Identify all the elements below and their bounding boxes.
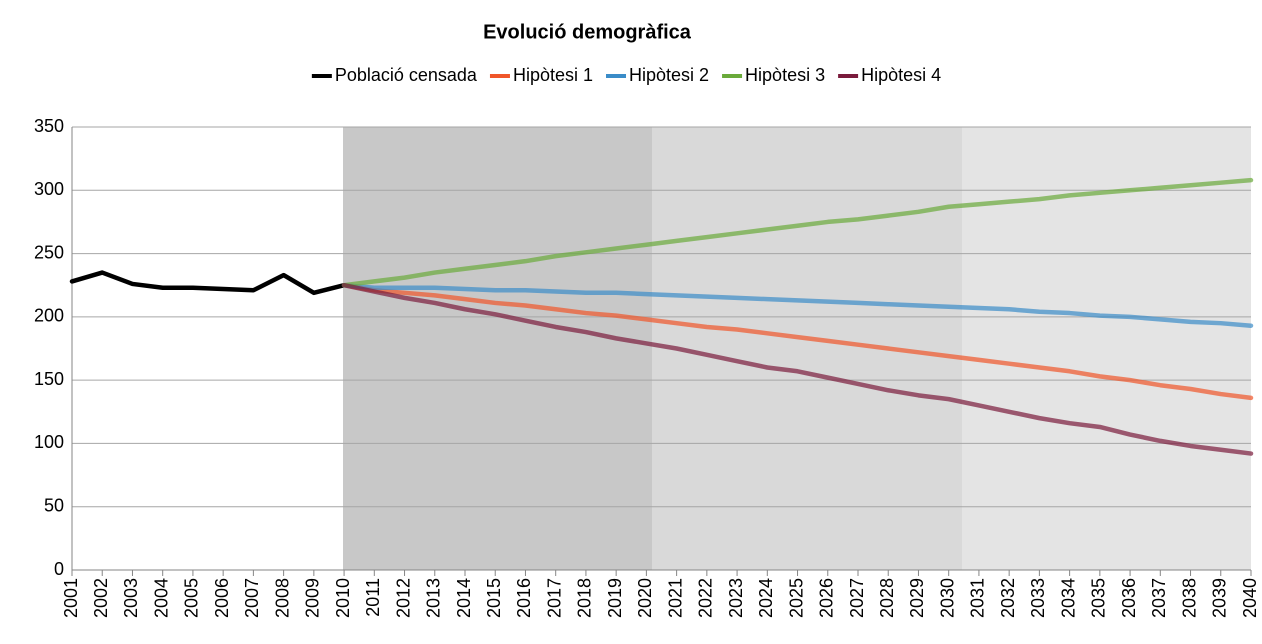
- series-line: [341, 282, 1254, 456]
- series-line: [341, 177, 1254, 288]
- period-shade: [343, 127, 652, 570]
- x-tick-label: 2016: [514, 578, 534, 618]
- x-tick-label: 2018: [575, 578, 595, 618]
- x-tick-label: 2001: [61, 578, 81, 618]
- x-tick-label: 2015: [484, 578, 504, 618]
- x-tick-label: 2005: [182, 578, 202, 618]
- x-tick-label: 2026: [817, 578, 837, 618]
- x-tick-label: 2022: [696, 578, 716, 618]
- x-tick-label: 2037: [1149, 578, 1169, 618]
- chart-title: Evolució demogràfica: [483, 21, 692, 43]
- y-tick-label: 250: [34, 242, 64, 262]
- x-tick-label: 2030: [937, 578, 957, 618]
- y-tick-label: 350: [34, 116, 64, 136]
- x-tick-label: 2035: [1089, 578, 1109, 618]
- y-tick-label: 150: [34, 369, 64, 389]
- x-tick-label: 2017: [544, 578, 564, 618]
- x-tick-label: 2019: [605, 578, 625, 618]
- period-shade: [652, 127, 962, 570]
- x-tick-label: 2020: [635, 578, 655, 618]
- series-line: [341, 282, 1254, 401]
- x-tick-label: 2012: [393, 578, 413, 618]
- x-tick-label: 2008: [272, 578, 292, 618]
- x-tick-label: 2028: [877, 578, 897, 618]
- x-tick-label: 2039: [1210, 578, 1230, 618]
- legend-label: Hipòtesi 2: [629, 65, 709, 85]
- y-tick-label: 100: [34, 432, 64, 452]
- y-tick-label: 200: [34, 306, 64, 326]
- legend-label: Hipòtesi 4: [861, 65, 941, 85]
- x-tick-label: 2033: [1028, 578, 1048, 618]
- x-tick-label: 2040: [1240, 578, 1260, 618]
- x-tick-label: 2004: [151, 578, 171, 618]
- x-tick-label: 2007: [242, 578, 262, 618]
- x-tick-label: 2038: [1179, 578, 1199, 618]
- x-tick-label: 2006: [212, 578, 232, 618]
- legend-label: Població censada: [335, 65, 478, 85]
- x-tick-label: 2027: [847, 578, 867, 618]
- legend-label: Hipòtesi 1: [513, 65, 593, 85]
- series-line: [69, 270, 347, 296]
- x-tick-label: 2014: [454, 578, 474, 618]
- x-tick-label: 2013: [424, 578, 444, 618]
- x-tick-label: 2029: [907, 578, 927, 618]
- x-tick-label: 2031: [968, 578, 988, 618]
- x-tick-label: 2036: [1119, 578, 1139, 618]
- x-tick-label: 2010: [333, 578, 353, 618]
- x-tick-label: 2003: [121, 578, 141, 618]
- legend-label: Hipòtesi 3: [745, 65, 825, 85]
- series-line: [341, 282, 1254, 328]
- y-tick-label: 0: [54, 559, 64, 579]
- x-tick-label: 2021: [665, 578, 685, 618]
- x-tick-label: 2025: [786, 578, 806, 618]
- x-tick-label: 2011: [363, 578, 383, 617]
- x-tick-label: 2032: [998, 578, 1018, 618]
- y-tick-label: 50: [44, 495, 64, 515]
- y-tick-label: 300: [34, 179, 64, 199]
- x-tick-label: 2034: [1058, 578, 1078, 618]
- x-tick-label: 2023: [726, 578, 746, 618]
- x-tick-label: 2002: [91, 578, 111, 618]
- x-tick-label: 2009: [303, 578, 323, 618]
- x-tick-label: 2024: [756, 578, 776, 618]
